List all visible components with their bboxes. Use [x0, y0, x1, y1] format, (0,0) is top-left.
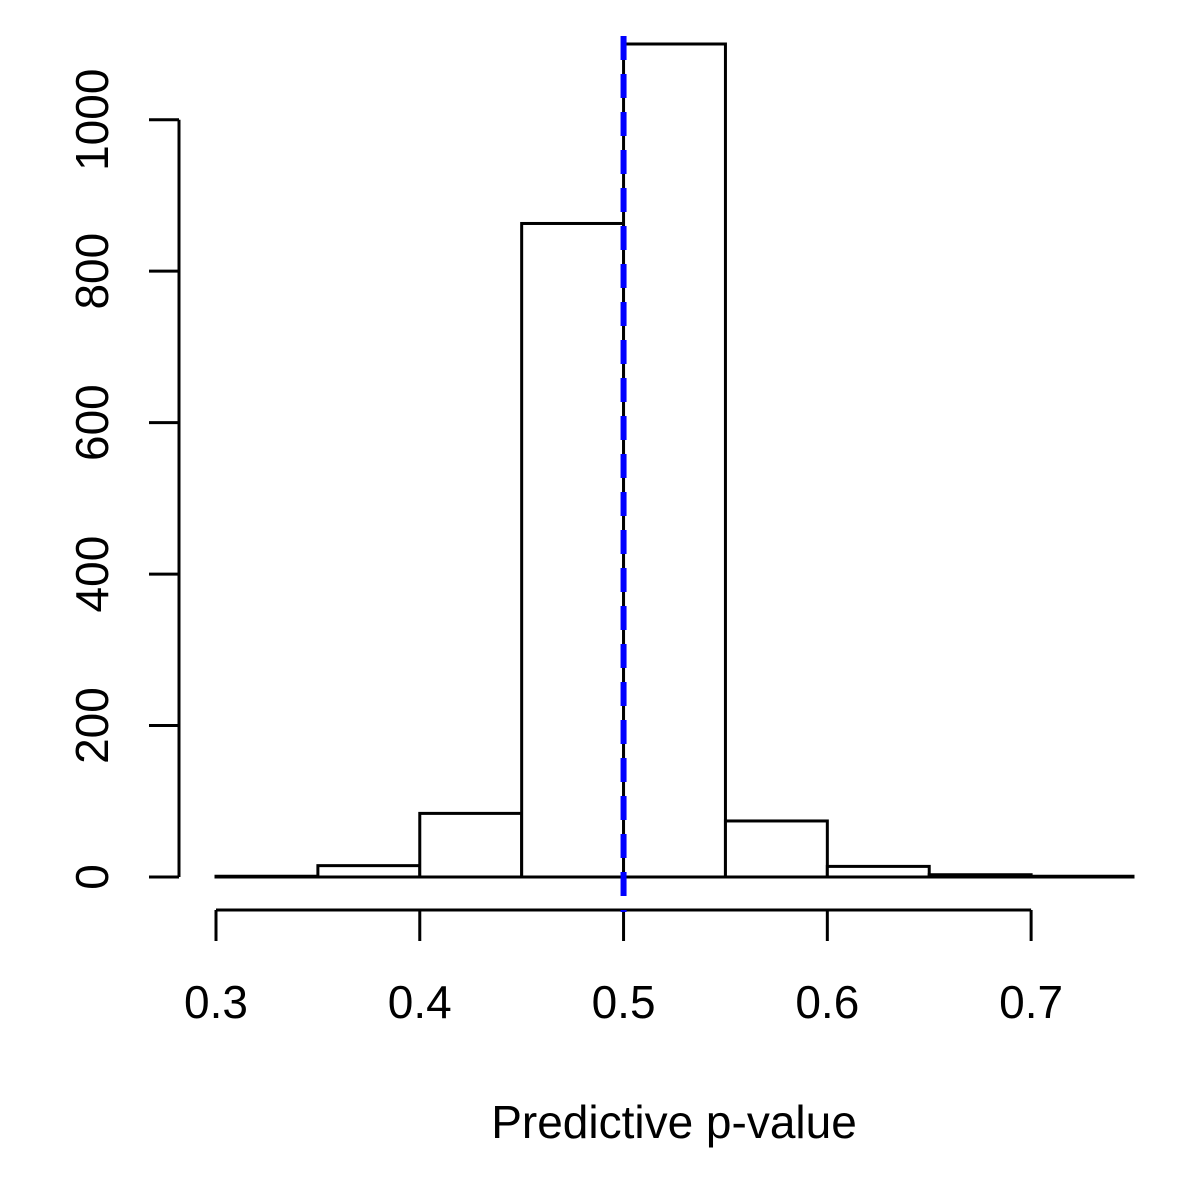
- histogram-bar-7: [927, 873, 1033, 879]
- histogram-bar-5: [723, 819, 829, 879]
- x-tick-label: 0.6: [795, 976, 859, 1028]
- x-tick-label: 0.7: [999, 976, 1063, 1028]
- histogram-bar-6: [825, 864, 931, 879]
- histogram-bar-0: [214, 874, 320, 879]
- histogram-bar-1: [316, 864, 422, 879]
- histogram-bar-4: [622, 42, 727, 879]
- y-tick-label: 1000: [66, 69, 118, 171]
- histogram-bar-8: [1029, 874, 1135, 879]
- y-tick-label: 600: [66, 384, 118, 461]
- x-tick-label: 0.4: [388, 976, 452, 1028]
- histogram-bars: [214, 42, 1135, 879]
- x-tick-label: 0.5: [592, 976, 656, 1028]
- x-axis: 0.3 0.4 0.5 0.6 0.7: [184, 908, 1063, 1028]
- y-axis: 0 200 400 600 800 1000: [66, 69, 181, 890]
- y-tick-label: 0: [66, 864, 118, 890]
- y-tick-label: 800: [66, 233, 118, 310]
- y-tick-label: 200: [66, 687, 118, 764]
- histogram-bar-2: [418, 811, 524, 879]
- histogram-bar-3: [520, 221, 626, 879]
- y-tick-label: 400: [66, 536, 118, 613]
- x-tick-label: 0.3: [184, 976, 248, 1028]
- x-axis-title: Predictive p-value: [491, 1096, 857, 1148]
